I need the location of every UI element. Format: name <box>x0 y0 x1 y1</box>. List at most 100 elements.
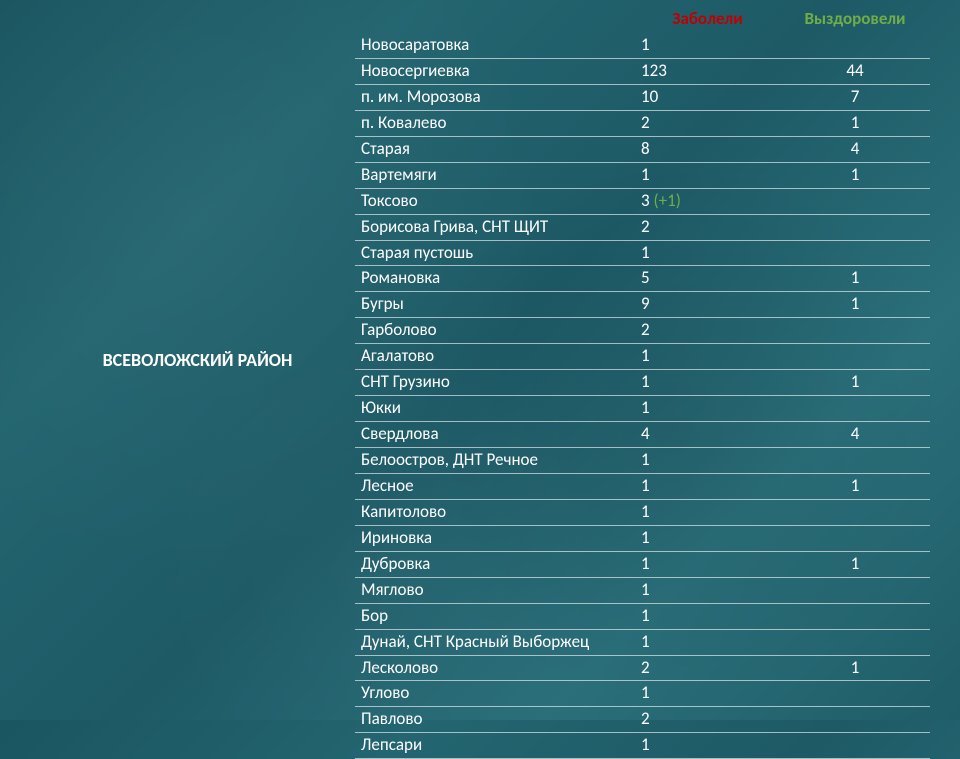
cell-sick: 1 <box>635 448 780 474</box>
table-row: Старая84 <box>355 136 930 162</box>
cell-name: Углово <box>355 681 635 707</box>
table-row: Мяглово1 <box>355 577 930 603</box>
header-recovered: Выздоровели <box>780 6 930 33</box>
cell-sick: 1 <box>635 162 780 188</box>
cell-name: Мяглово <box>355 577 635 603</box>
page-container: ВСЕВОЛОЖСКИЙ РАЙОН Заболели Выздоровели … <box>0 0 960 720</box>
cell-recovered <box>780 525 930 551</box>
cell-sick: 123 <box>635 58 780 84</box>
cell-sick: 1 <box>635 473 780 499</box>
cell-name: Старая <box>355 136 635 162</box>
cell-sick: 2 <box>635 214 780 240</box>
table-row: Дунай, СНТ Красный Выборжец1 <box>355 629 930 655</box>
table-row: СНТ Грузино11 <box>355 370 930 396</box>
header-sick: Заболели <box>635 6 780 33</box>
cell-recovered <box>780 448 930 474</box>
cell-recovered <box>780 733 930 759</box>
cell-recovered <box>780 629 930 655</box>
table-row: Романовка51 <box>355 266 930 292</box>
table-wrapper: Заболели Выздоровели Новосаратовка1Новос… <box>355 0 960 720</box>
table-row: Ириновка1 <box>355 525 930 551</box>
cell-name: Лесколово <box>355 655 635 681</box>
cell-name: Дунай, СНТ Красный Выборжец <box>355 629 635 655</box>
table-row: Бугры91 <box>355 292 930 318</box>
cell-name: Бор <box>355 603 635 629</box>
cell-recovered <box>780 499 930 525</box>
cell-name: Дубровка <box>355 551 635 577</box>
cell-recovered: 1 <box>780 266 930 292</box>
cell-sick: 4 <box>635 422 780 448</box>
cell-sick: 5 <box>635 266 780 292</box>
header-row: Заболели Выздоровели <box>355 6 930 33</box>
cell-sick: 1 <box>635 499 780 525</box>
table-row: Новосергиевка12344 <box>355 58 930 84</box>
table-row: Лесколово21 <box>355 655 930 681</box>
table-row: Борисова Грива, СНТ ЩИТ2 <box>355 214 930 240</box>
cell-name: Агалатово <box>355 344 635 370</box>
cell-sick: 1 <box>635 33 780 58</box>
table-row: Белоостров, ДНТ Речное1 <box>355 448 930 474</box>
cell-recovered <box>780 577 930 603</box>
cell-name: Капитолово <box>355 499 635 525</box>
cell-recovered: 7 <box>780 84 930 110</box>
cell-recovered: 44 <box>780 58 930 84</box>
cell-recovered: 1 <box>780 110 930 136</box>
cell-name: СНТ Грузино <box>355 370 635 396</box>
cell-name: Белоостров, ДНТ Речное <box>355 448 635 474</box>
cell-name: Ириновка <box>355 525 635 551</box>
cell-sick: 9 <box>635 292 780 318</box>
cell-sick: 1 <box>635 396 780 422</box>
cell-recovered <box>780 344 930 370</box>
stats-table: Заболели Выздоровели Новосаратовка1Новос… <box>355 6 930 759</box>
cell-sick: 1 <box>635 370 780 396</box>
cell-recovered <box>780 681 930 707</box>
cell-name: Старая пустошь <box>355 240 635 266</box>
table-row: Гарболово2 <box>355 318 930 344</box>
table-row: Старая пустошь1 <box>355 240 930 266</box>
table-row: Углово1 <box>355 681 930 707</box>
cell-sick: 1 <box>635 551 780 577</box>
cell-sick: 1 <box>635 577 780 603</box>
cell-recovered <box>780 214 930 240</box>
cell-name: Борисова Грива, СНТ ЩИТ <box>355 214 635 240</box>
cell-recovered <box>780 188 930 214</box>
cell-sick: 8 <box>635 136 780 162</box>
table-row: Дубровка11 <box>355 551 930 577</box>
cell-name: Свердлова <box>355 422 635 448</box>
cell-name: Вартемяги <box>355 162 635 188</box>
cell-recovered <box>780 318 930 344</box>
table-row: Свердлова44 <box>355 422 930 448</box>
cell-name: Токсово <box>355 188 635 214</box>
table-row: Бор1 <box>355 603 930 629</box>
cell-sick: 2 <box>635 110 780 136</box>
cell-sick: 1 <box>635 603 780 629</box>
cell-recovered: 4 <box>780 136 930 162</box>
cell-sick: 1 <box>635 240 780 266</box>
cell-sick: 1 <box>635 733 780 759</box>
table-row: п. Ковалево21 <box>355 110 930 136</box>
cell-name: Новосергиевка <box>355 58 635 84</box>
table-row: Агалатово1 <box>355 344 930 370</box>
table-body: Новосаратовка1Новосергиевка12344п. им. М… <box>355 33 930 759</box>
sick-delta: (+1) <box>650 190 681 211</box>
cell-name: Романовка <box>355 266 635 292</box>
cell-recovered: 1 <box>780 551 930 577</box>
cell-recovered <box>780 33 930 58</box>
table-row: Вартемяги11 <box>355 162 930 188</box>
cell-sick: 2 <box>635 655 780 681</box>
table-row: Токсово3 (+1) <box>355 188 930 214</box>
cell-recovered: 1 <box>780 655 930 681</box>
cell-name: Новосаратовка <box>355 33 635 58</box>
table-row: п. им. Морозова107 <box>355 84 930 110</box>
cell-name: Юкки <box>355 396 635 422</box>
cell-recovered: 4 <box>780 422 930 448</box>
cell-sick: 3 (+1) <box>635 188 780 214</box>
cell-recovered <box>780 396 930 422</box>
table-row: Юкки1 <box>355 396 930 422</box>
header-name <box>355 6 635 33</box>
table-row: Лепсари1 <box>355 733 930 759</box>
cell-sick: 10 <box>635 84 780 110</box>
cell-recovered: 1 <box>780 370 930 396</box>
cell-name: Лесное <box>355 473 635 499</box>
cell-sick: 1 <box>635 525 780 551</box>
